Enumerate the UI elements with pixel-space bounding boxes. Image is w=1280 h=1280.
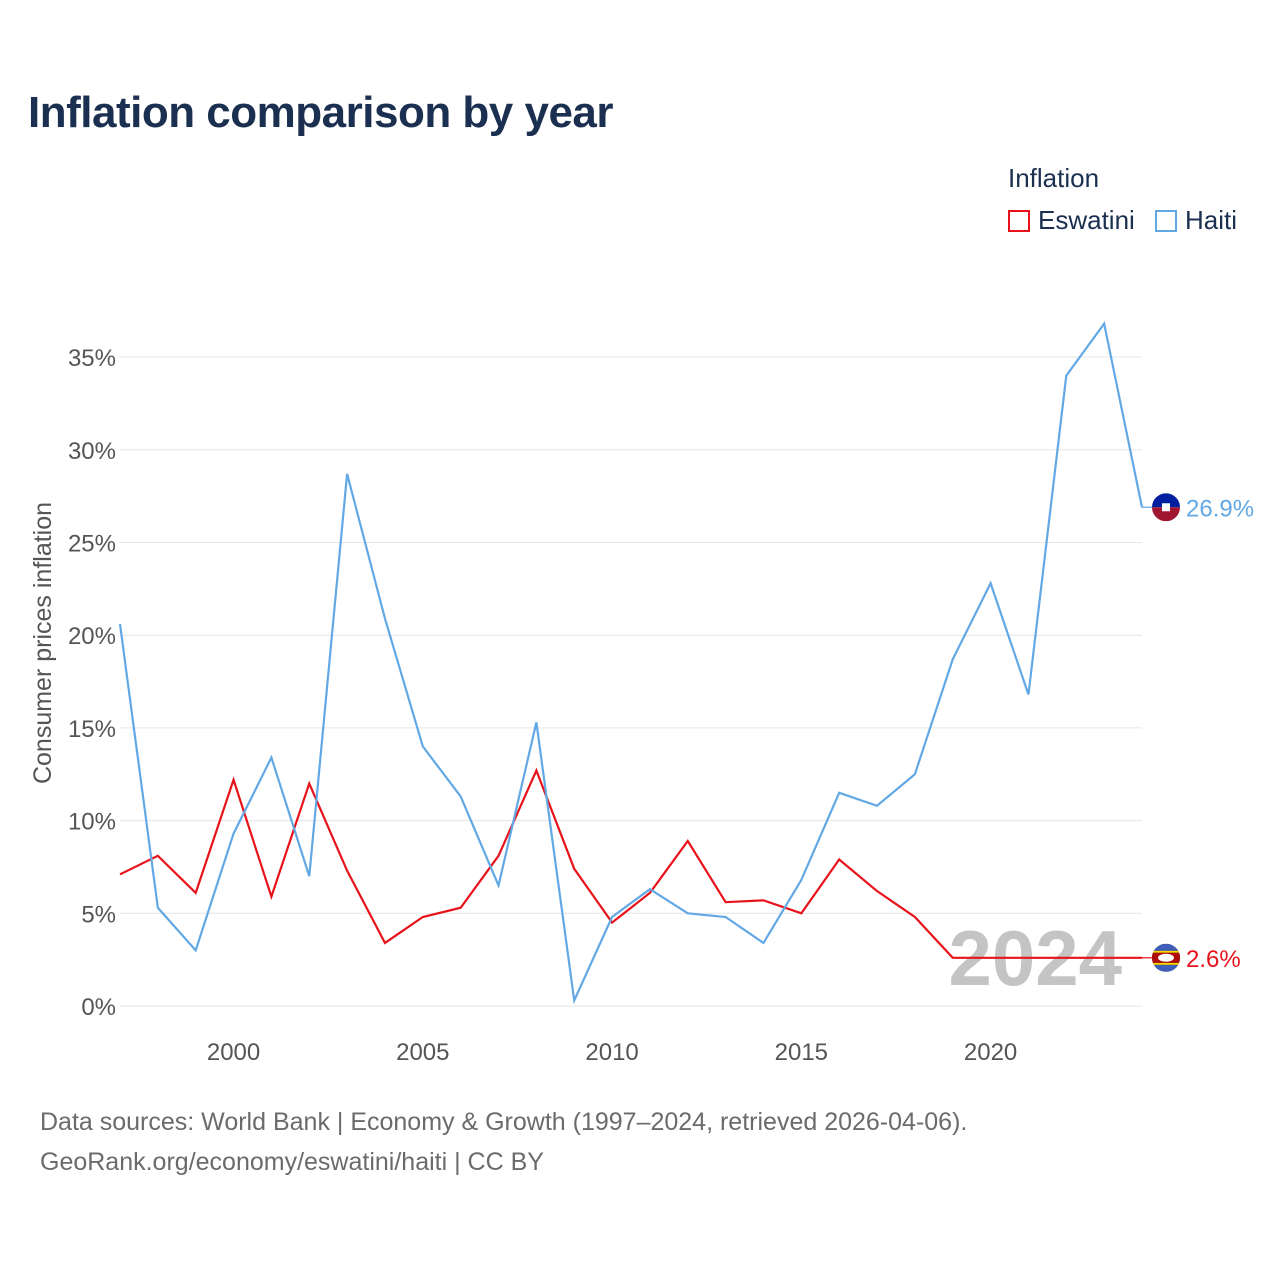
series-line-haiti <box>118 321 1144 1005</box>
y-tick-label: 0% <box>81 994 116 1021</box>
end-value-label-haiti: 26.9% <box>1186 495 1254 522</box>
y-tick-label: 30% <box>68 438 116 465</box>
series-line-eswatini <box>119 767 1142 959</box>
y-tick-label: 10% <box>68 809 116 836</box>
x-tick-label: 2010 <box>585 1039 638 1066</box>
credit-link[interactable]: GeoRank.org/economy/eswatini/haiti | CC … <box>40 1148 544 1176</box>
legend-title: Inflation <box>1008 163 1100 193</box>
end-value-label-eswatini: 2.6% <box>1186 946 1241 973</box>
y-tick-label: 15% <box>68 716 116 743</box>
haiti-flag-icon <box>1152 493 1180 522</box>
data-source-note: Data sources: World Bank | Economy & Gro… <box>40 1108 968 1136</box>
x-tick-label: 2000 <box>207 1039 260 1066</box>
eswatini-flag-icon <box>1152 943 1180 972</box>
x-tick-label: 2020 <box>964 1039 1017 1066</box>
line-chart: 0% 5% 10% 15% 20% 25% 30% 35% 2000 2005 2010 2015 20… <box>29 321 1254 1066</box>
y-axis-label: Consumer prices inflation <box>29 502 57 784</box>
chart-title: Inflation comparison by year <box>28 88 614 137</box>
legend-label-eswatini: Eswatini <box>1038 205 1135 235</box>
x-tick-label: 2015 <box>775 1039 828 1066</box>
x-tick-label: 2005 <box>396 1039 449 1066</box>
legend-label-haiti: Haiti <box>1185 205 1238 235</box>
y-tick-label: 5% <box>81 901 116 928</box>
legend-item-eswatini[interactable]: Eswatini <box>1008 205 1135 236</box>
y-tick-label: 25% <box>68 530 116 557</box>
legend-swatch-haiti <box>1155 209 1177 232</box>
legend-item-haiti[interactable]: Haiti <box>1155 205 1237 236</box>
y-tick-label: 20% <box>68 623 116 650</box>
y-tick-label: 35% <box>68 345 116 372</box>
legend-swatch-eswatini <box>1008 209 1030 232</box>
